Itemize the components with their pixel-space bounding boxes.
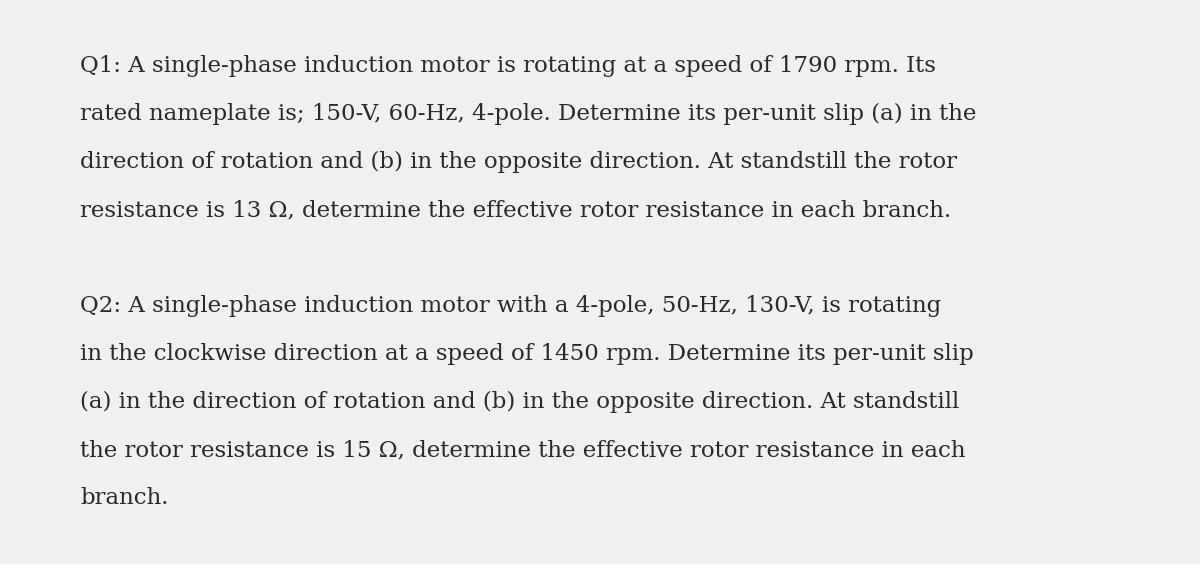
Text: resistance is 13 Ω, determine the effective rotor resistance in each branch.: resistance is 13 Ω, determine the effect… xyxy=(80,199,952,221)
Text: (a) in the direction of rotation and (b) in the opposite direction. At standstil: (a) in the direction of rotation and (b)… xyxy=(80,391,959,413)
Text: the rotor resistance is 15 Ω, determine the effective rotor resistance in each: the rotor resistance is 15 Ω, determine … xyxy=(80,439,966,461)
Text: branch.: branch. xyxy=(80,487,168,509)
Text: direction of rotation and (b) in the opposite direction. At standstill the rotor: direction of rotation and (b) in the opp… xyxy=(80,151,958,173)
Text: in the clockwise direction at a speed of 1450 rpm. Determine its per-unit slip: in the clockwise direction at a speed of… xyxy=(80,343,973,365)
Text: rated nameplate is; 150-V, 60-Hz, 4-pole. Determine its per-unit slip (a) in the: rated nameplate is; 150-V, 60-Hz, 4-pole… xyxy=(80,103,977,125)
Text: Q2: A single-phase induction motor with a 4-pole, 50-Hz, 130-V, is rotating: Q2: A single-phase induction motor with … xyxy=(80,295,941,317)
Text: Q1: A single-phase induction motor is rotating at a speed of 1790 rpm. Its: Q1: A single-phase induction motor is ro… xyxy=(80,55,936,77)
